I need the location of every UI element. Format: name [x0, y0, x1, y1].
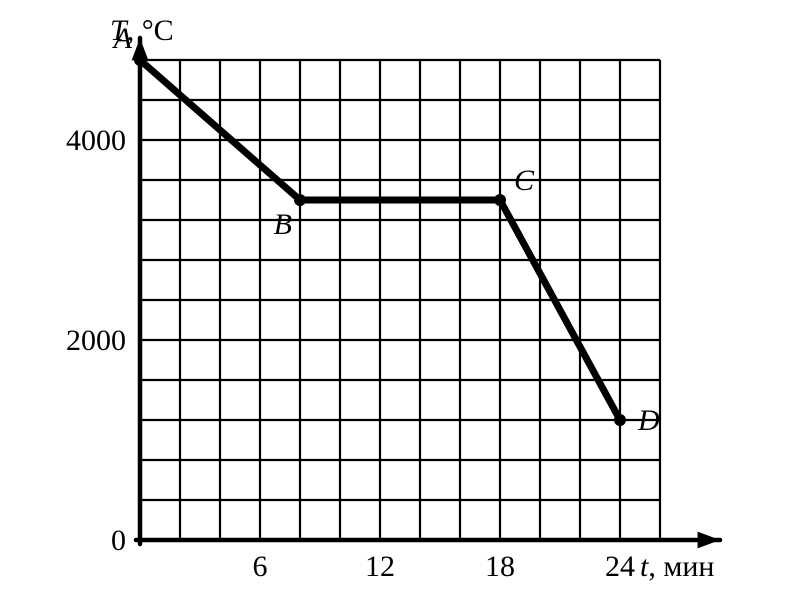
point-label: B [274, 208, 292, 241]
y-tick-label: 2000 [66, 324, 126, 357]
series-point [134, 54, 146, 66]
x-tick-label: 12 [365, 550, 395, 583]
y-tick-label: 0 [111, 524, 126, 557]
x-axis-label: t, мин [640, 550, 714, 583]
x-tick-label: 24 [605, 550, 635, 583]
series-point [614, 414, 626, 426]
y-tick-label: 4000 [66, 124, 126, 157]
point-label: A [112, 22, 133, 55]
x-tick-label: 6 [253, 550, 268, 583]
point-label: D [637, 404, 660, 437]
series-point [294, 194, 306, 206]
x-tick-label: 18 [485, 550, 515, 583]
point-label: C [514, 164, 535, 197]
temperature-time-chart: 6121824020004000T, °Ct, минABCD [0, 0, 790, 600]
series-point [494, 194, 506, 206]
